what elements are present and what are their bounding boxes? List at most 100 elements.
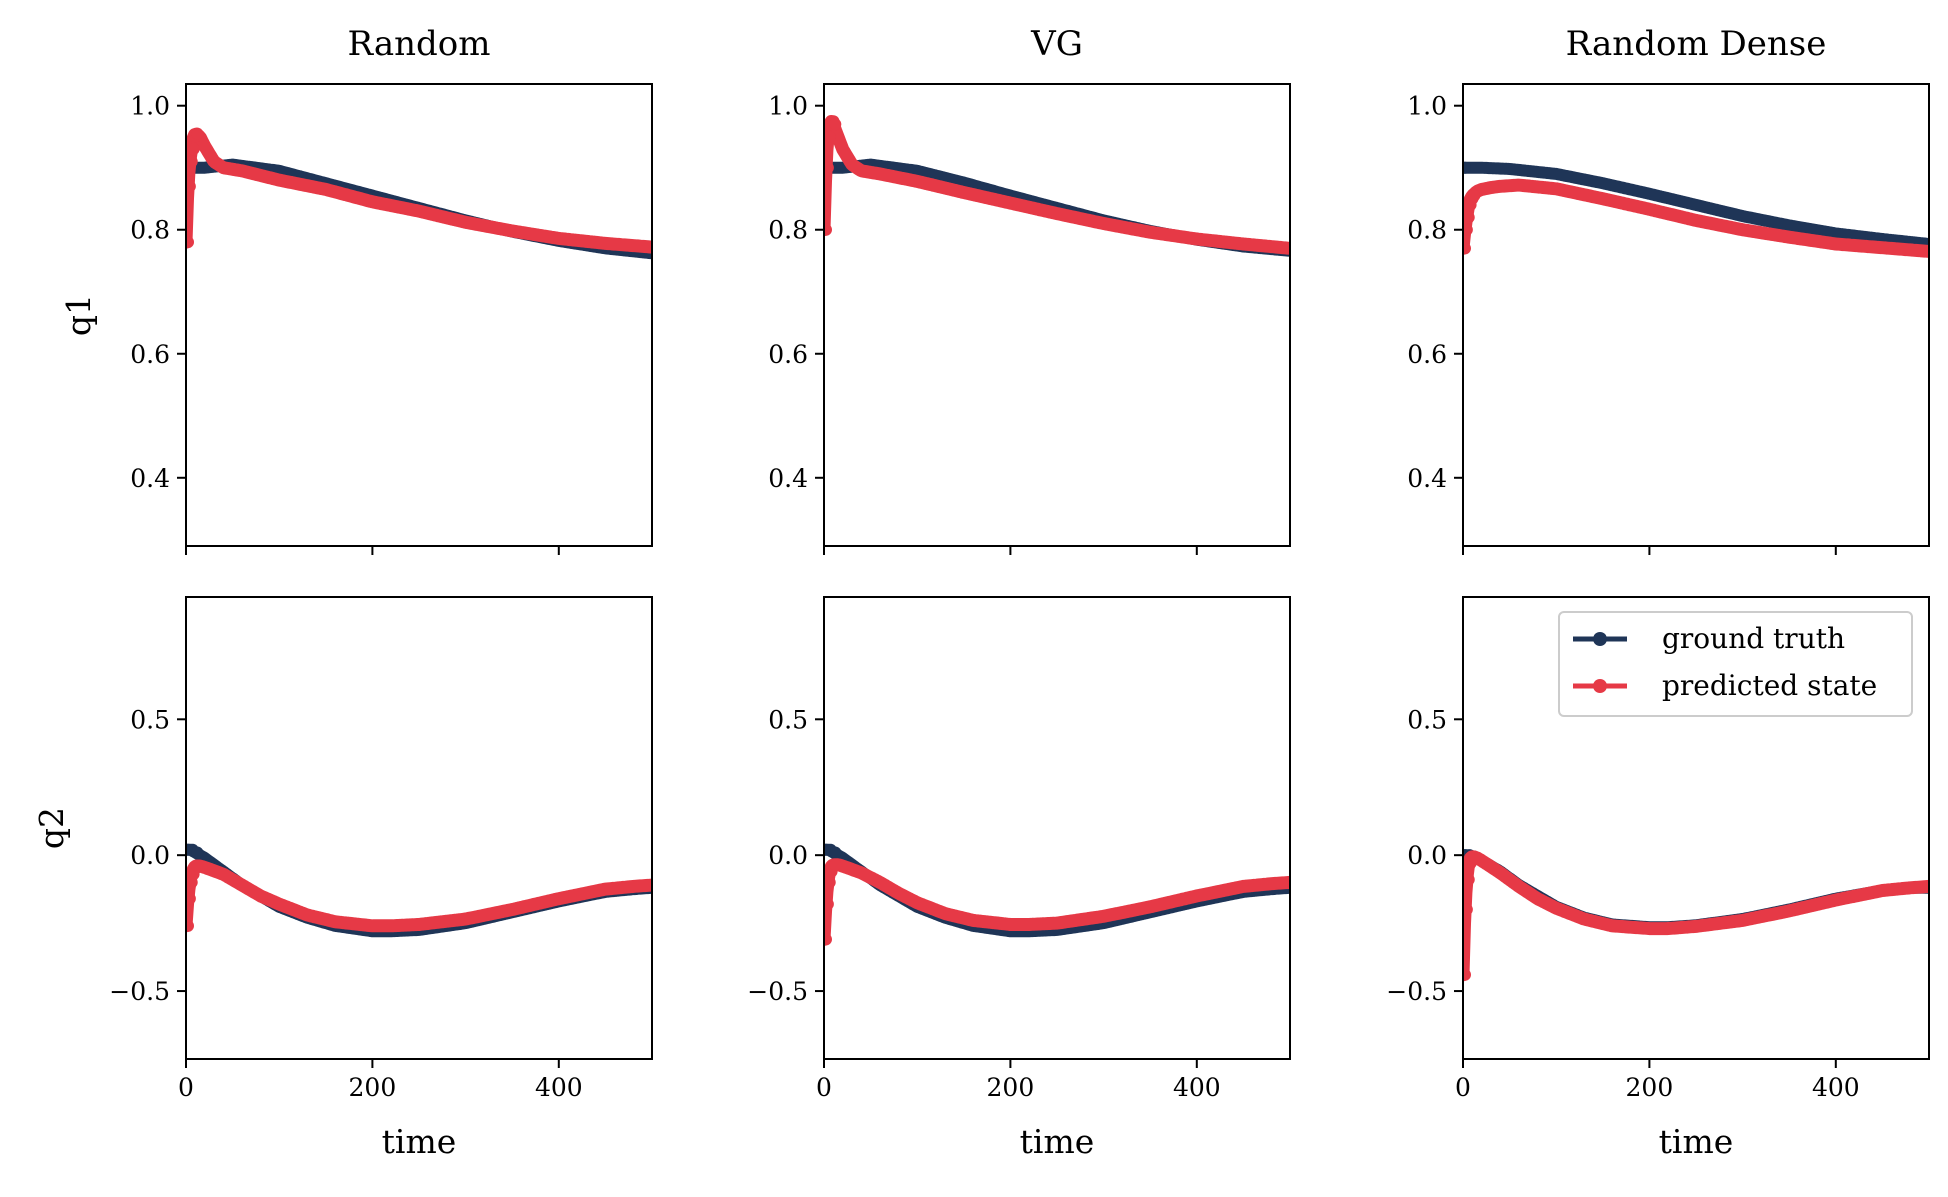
series-ground-truth (1463, 161, 1929, 250)
series-line (1463, 161, 1929, 250)
data-point (1463, 211, 1475, 224)
legend-label: ground truth (1662, 622, 1845, 655)
data-point (1468, 850, 1481, 863)
axes-frame (823, 596, 1291, 1060)
y-tick-label: 0.0 (768, 841, 808, 870)
axes-frame (185, 596, 653, 1060)
data-point (1463, 223, 1473, 236)
plot-area (824, 115, 1290, 257)
data-point (187, 143, 200, 156)
series-line (1463, 178, 1929, 258)
data-point (1463, 242, 1471, 255)
data-point (824, 898, 834, 911)
legend-marker (1593, 632, 1607, 646)
subplot-1-0: 0 200 400 −0.5 0.0 0.5 time q2 (32, 596, 653, 1161)
x-tick-label: 400 (1173, 1073, 1221, 1102)
series-line (186, 127, 652, 254)
y-tick-label: 0.4 (130, 464, 170, 493)
y-tick-label: 0.6 (1407, 340, 1447, 369)
subplot-title: Random Dense (1566, 24, 1827, 64)
data-point (186, 919, 194, 932)
subplot-title: VG (1030, 24, 1083, 64)
x-tick-label: 0 (178, 1073, 194, 1102)
series-line (824, 115, 1290, 255)
y-tick-label: 0.8 (768, 216, 808, 245)
subplot-1-2: 0 200 400 −0.5 0.0 0.5 time (1386, 596, 1930, 1161)
y-tick-label: 0.4 (768, 464, 808, 493)
y-tick-label: 1.0 (1407, 92, 1447, 121)
data-point (829, 118, 842, 131)
data-point (1463, 873, 1475, 886)
data-point (824, 130, 836, 143)
data-point (186, 155, 198, 168)
legend-marker (1593, 679, 1607, 693)
plot-area (824, 843, 1290, 946)
data-point (829, 846, 842, 859)
data-point (829, 858, 842, 871)
data-point (191, 846, 204, 859)
y-tick-label: 0.8 (1407, 216, 1447, 245)
subplot-title: Random (347, 24, 490, 64)
series-predicted-state (824, 115, 1290, 255)
data-point (186, 236, 194, 249)
data-point (191, 127, 204, 140)
subplot-0-2: 0.4 0.6 0.8 1.0 Random Dense (1407, 24, 1930, 555)
axes-frame (1462, 83, 1930, 547)
data-point (1463, 968, 1471, 981)
y-tick-label: 0.8 (130, 216, 170, 245)
x-tick-label: 200 (1626, 1073, 1674, 1102)
x-tick-label: 400 (535, 1073, 583, 1102)
series-line (186, 859, 652, 933)
series-line (824, 858, 1290, 946)
series-line (1463, 850, 1929, 982)
y-tick-label: 1.0 (768, 92, 808, 121)
data-point (186, 892, 196, 905)
x-tick-label: 400 (1812, 1073, 1860, 1102)
x-axis-label: time (1020, 1122, 1095, 1161)
y-axis-label: q2 (32, 807, 71, 849)
axes-frame (185, 83, 653, 547)
y-tick-label: 1.0 (130, 92, 170, 121)
series-predicted-state (1463, 178, 1929, 258)
subplot-grid: 0.4 0.6 0.8 1.0 Random q1 0.4 0.6 0.8 1.0 VG 0.4 0.6… (32, 24, 1930, 1161)
y-tick-label: 0.0 (1407, 841, 1447, 870)
y-tick-label: 0.5 (768, 705, 808, 734)
y-tick-label: 0.4 (1407, 464, 1447, 493)
y-tick-label: 0.6 (768, 340, 808, 369)
x-tick-label: 0 (816, 1073, 832, 1102)
data-point (824, 876, 836, 889)
plot-area (1463, 849, 1929, 982)
legend-entry-ground-truth: ground truth (1573, 622, 1845, 655)
series-predicted-state (1463, 850, 1929, 982)
data-point (1463, 161, 1471, 174)
subplot-0-1: 0.4 0.6 0.8 1.0 VG (768, 24, 1291, 555)
y-tick-label: 0.5 (130, 705, 170, 734)
subplot-0-0: 0.4 0.6 0.8 1.0 Random q1 (59, 24, 653, 555)
plot-area (186, 843, 652, 938)
x-axis-label: time (1659, 1122, 1734, 1161)
y-tick-label: 0.5 (1407, 705, 1447, 734)
y-tick-label: −0.5 (747, 977, 808, 1006)
axes-frame (1462, 596, 1930, 1060)
x-tick-label: 200 (349, 1073, 397, 1102)
subplot-1-1: 0 200 400 −0.5 0.0 0.5 time (747, 596, 1291, 1161)
x-tick-label: 0 (1455, 1073, 1471, 1102)
data-point (1468, 189, 1481, 202)
x-axis-label: time (382, 1122, 457, 1161)
y-tick-label: −0.5 (1386, 977, 1447, 1006)
series-predicted-state (186, 127, 652, 254)
legend-box (1558, 611, 1913, 717)
legend-entry-predicted-state: predicted state (1573, 669, 1877, 702)
y-tick-label: −0.5 (109, 977, 170, 1006)
legend-label: predicted state (1662, 669, 1877, 702)
y-tick-label: 0.6 (130, 340, 170, 369)
series-predicted-state (186, 859, 652, 933)
data-point (824, 933, 832, 946)
axes-frame (823, 83, 1291, 547)
plot-area (186, 127, 652, 260)
x-tick-label: 200 (987, 1073, 1035, 1102)
data-point (1463, 903, 1473, 916)
data-point (824, 161, 834, 174)
y-tick-label: 0.0 (130, 841, 170, 870)
